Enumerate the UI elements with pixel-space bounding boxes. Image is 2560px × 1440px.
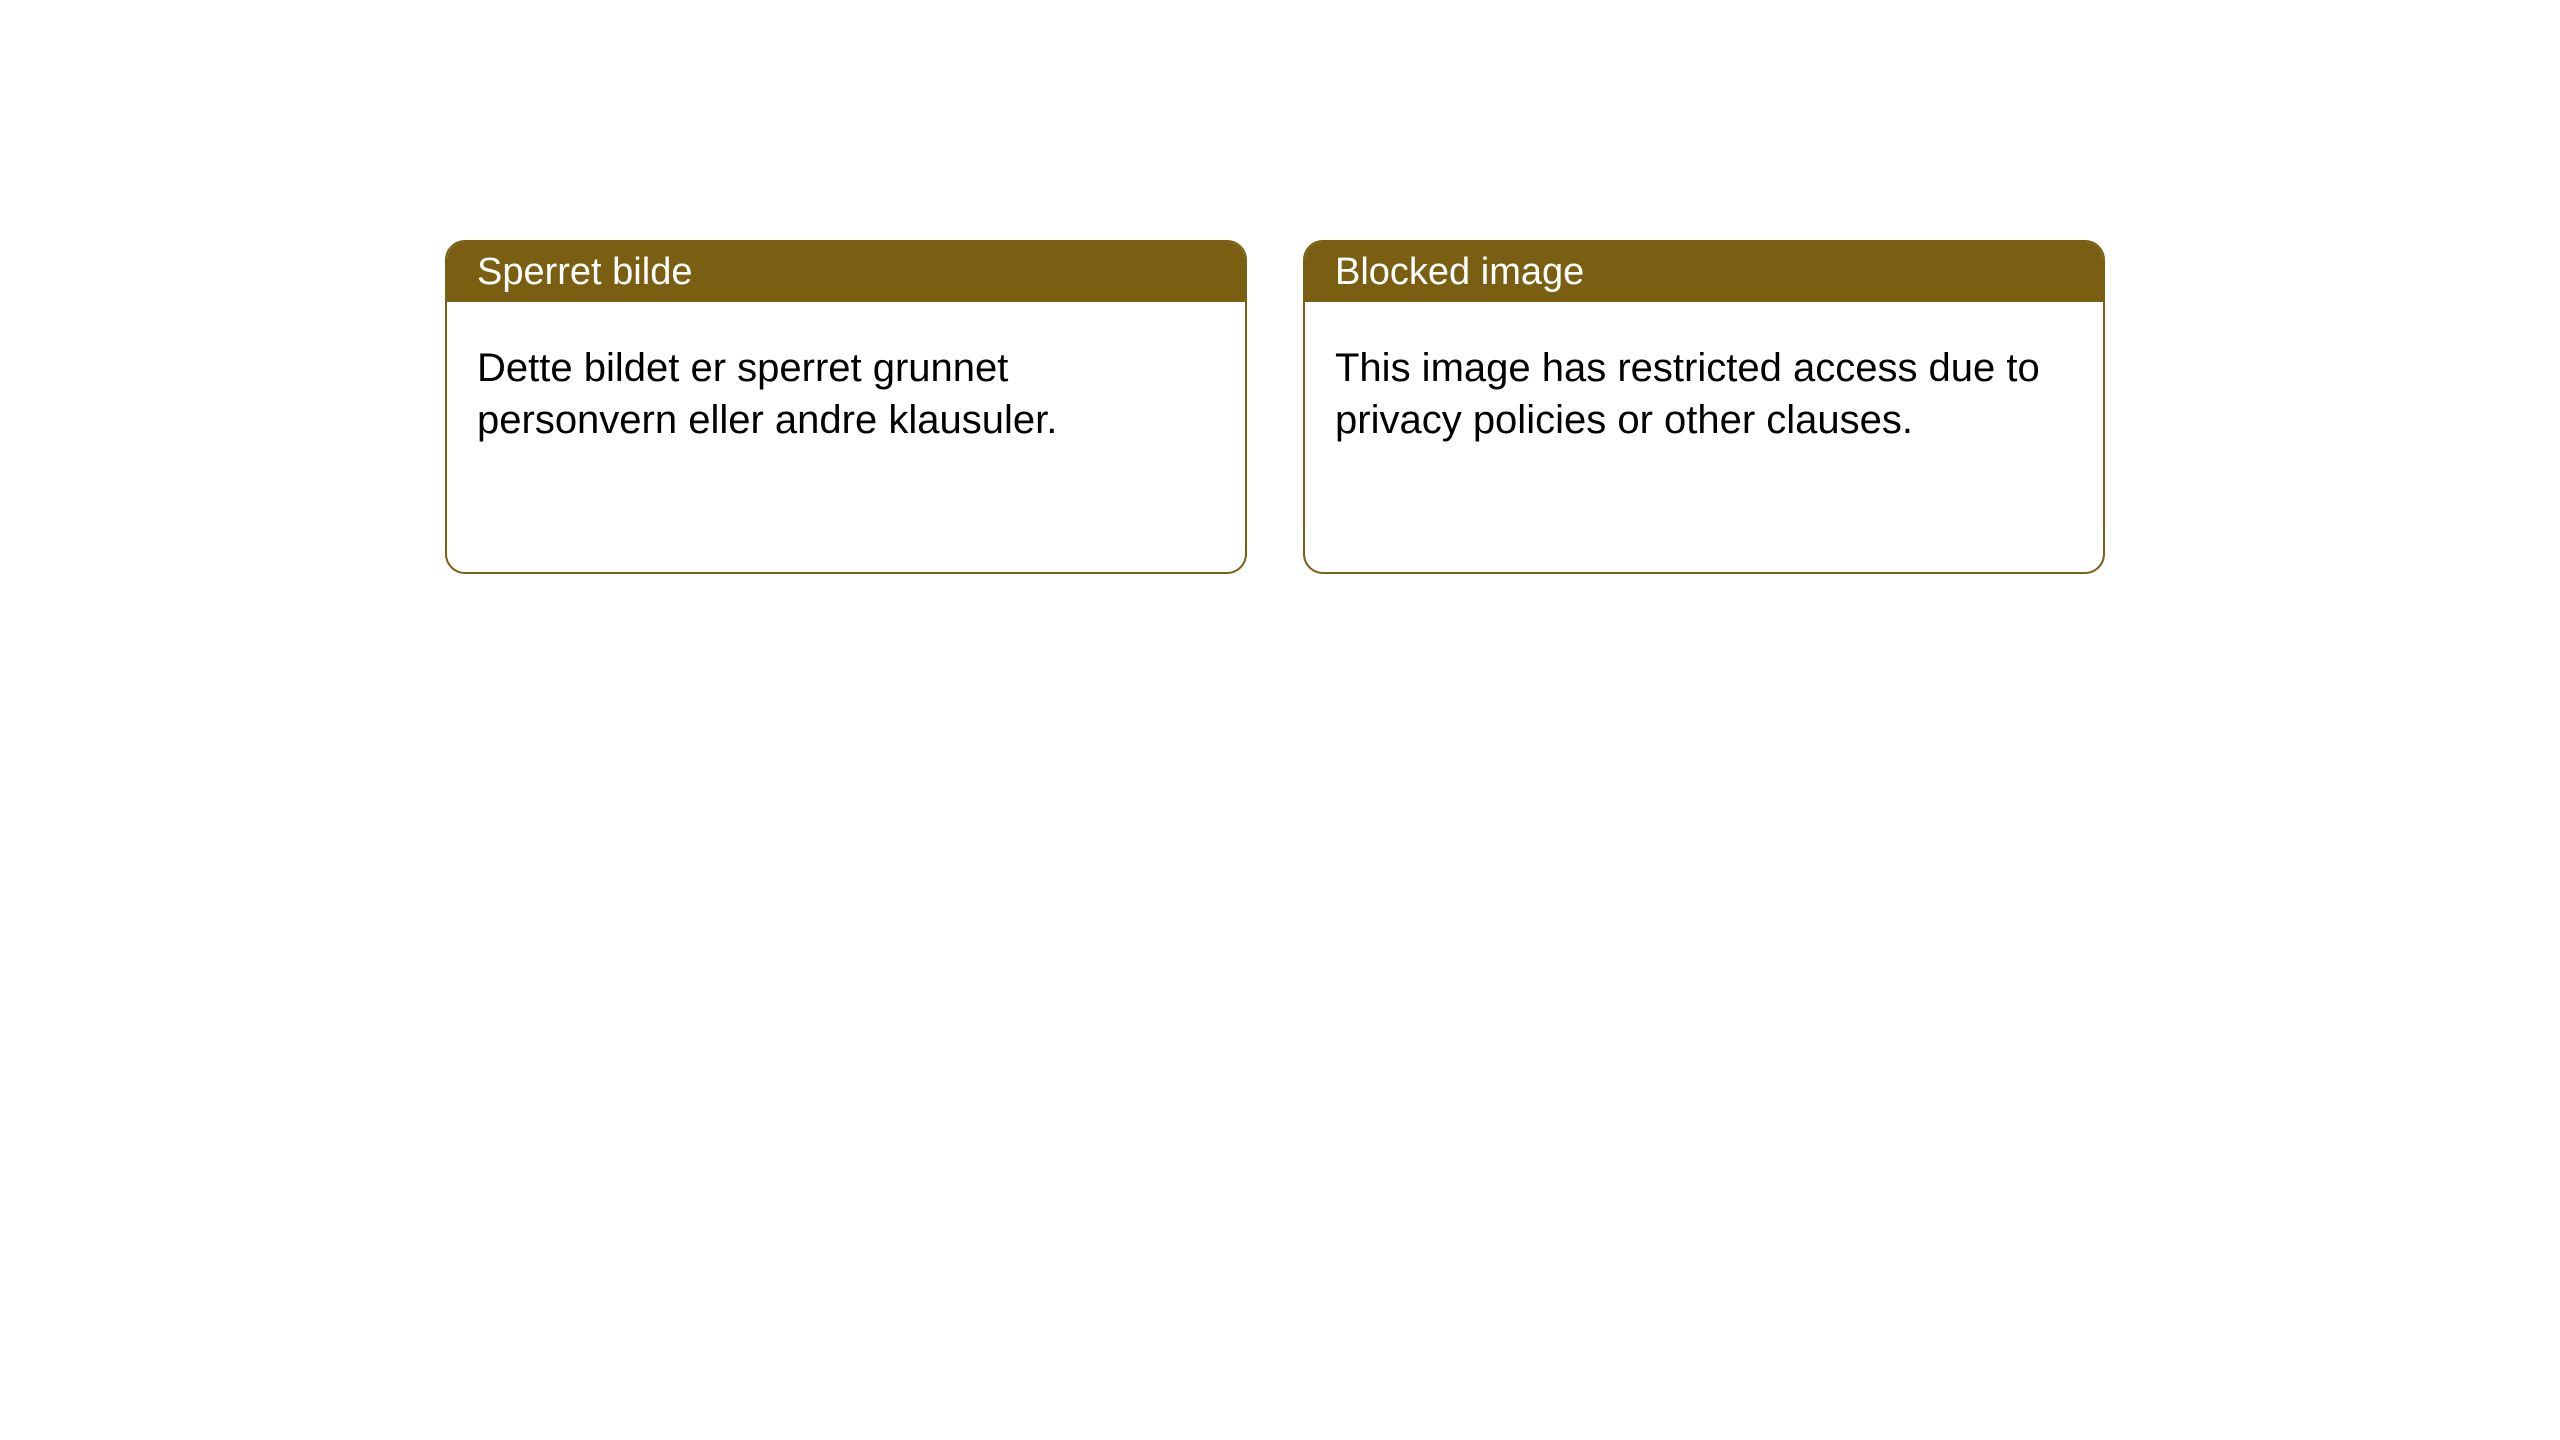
notice-cards-container: Sperret bilde Dette bildet er sperret gr… xyxy=(445,240,2105,574)
blocked-image-card-no: Sperret bilde Dette bildet er sperret gr… xyxy=(445,240,1247,574)
blocked-image-card-en: Blocked image This image has restricted … xyxy=(1303,240,2105,574)
card-body: This image has restricted access due to … xyxy=(1305,302,2103,486)
card-body: Dette bildet er sperret grunnet personve… xyxy=(447,302,1245,486)
card-header-text: Blocked image xyxy=(1335,251,1584,294)
card-body-text: This image has restricted access due to … xyxy=(1335,346,2040,442)
card-body-text: Dette bildet er sperret grunnet personve… xyxy=(477,346,1057,442)
card-header: Sperret bilde xyxy=(447,242,1245,302)
card-header-text: Sperret bilde xyxy=(477,251,692,294)
card-header: Blocked image xyxy=(1305,242,2103,302)
